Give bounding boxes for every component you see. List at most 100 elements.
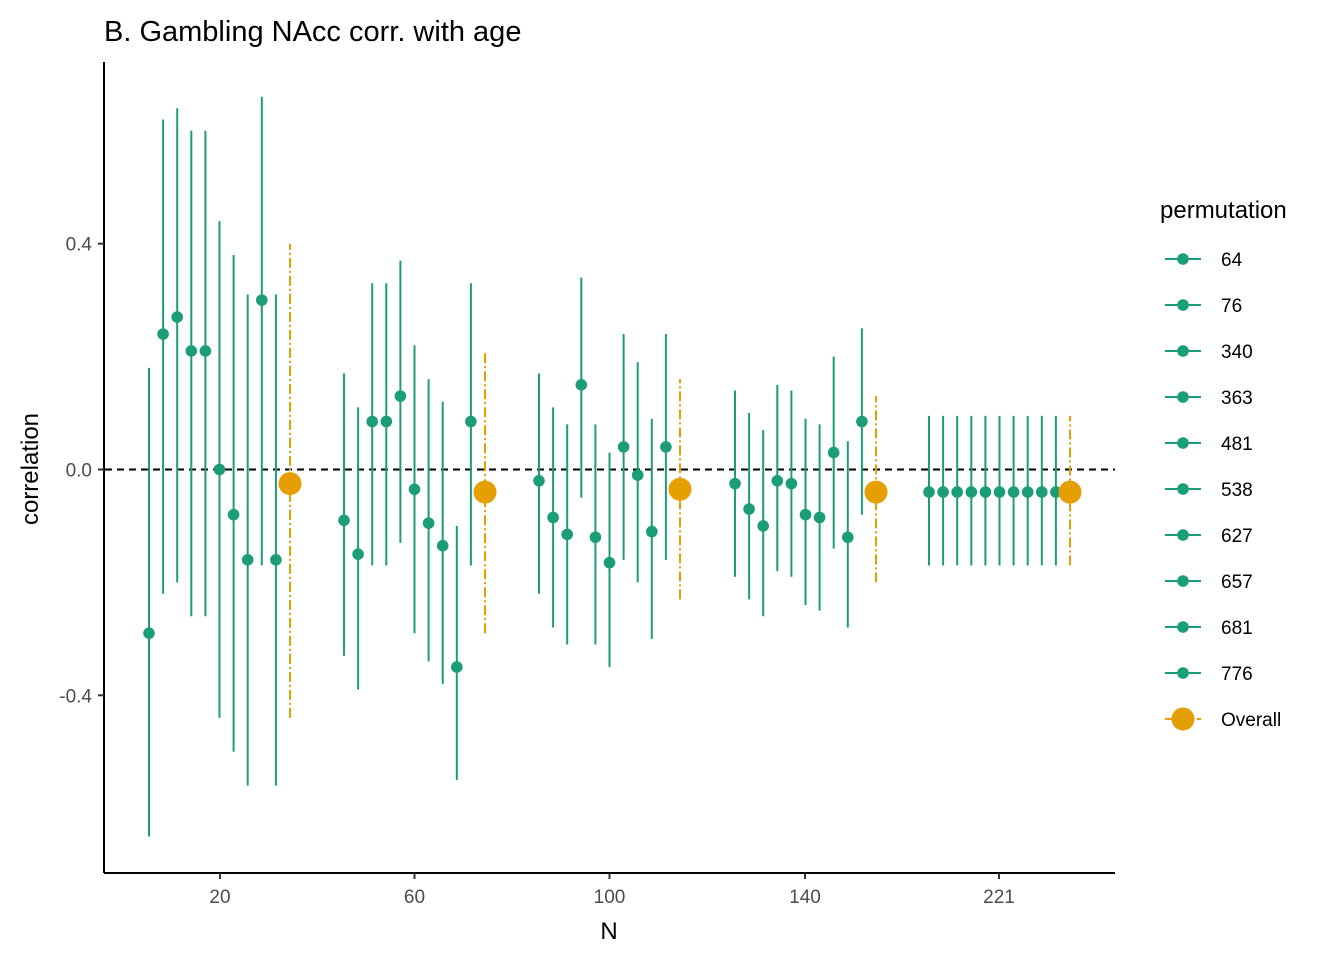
overall-point (278, 472, 302, 496)
legend: 64 76 340 363 481 538 627 657 681 776 Overall (1165, 250, 1281, 731)
legend-item: 776 (1165, 664, 1253, 685)
legend-item: Overall (1165, 707, 1281, 731)
legend-item: 681 (1165, 618, 1253, 639)
data-point (561, 528, 573, 541)
legend-key-marker (1177, 345, 1189, 357)
overall-point (1058, 480, 1082, 504)
axes: -0.4 0.0 0.4 20 60 100 140 221 (59, 62, 1115, 908)
data-point (743, 503, 755, 515)
data-point (241, 554, 254, 566)
data-point (827, 446, 840, 459)
legend-key-marker (1177, 575, 1189, 587)
data-point (451, 661, 463, 673)
overall-point (668, 477, 692, 501)
data-point (603, 556, 616, 569)
group-n-20 (143, 96, 302, 837)
data-point (422, 517, 435, 529)
data-point (380, 415, 393, 428)
data-point (171, 311, 183, 323)
overall-point (473, 480, 497, 504)
data-point (799, 508, 812, 521)
data-point (338, 514, 350, 527)
legend-label: 76 (1221, 296, 1242, 317)
legend-item: 64 (1165, 250, 1243, 271)
data-point (436, 539, 449, 552)
legend-label: 627 (1221, 526, 1253, 547)
data-point (213, 463, 226, 476)
data-point (143, 627, 155, 640)
legend-key-marker (1177, 667, 1189, 679)
x-tick-label: 100 (594, 887, 626, 908)
legend-label: 657 (1221, 572, 1253, 593)
y-axis-title: correlation (17, 413, 44, 525)
data-point (408, 483, 421, 496)
chart-title: B. Gambling NAcc corr. with age (104, 16, 521, 48)
group-n-140 (729, 328, 888, 628)
legend-key-marker (1177, 437, 1189, 449)
data-point (199, 345, 212, 357)
legend-item: 538 (1165, 480, 1253, 501)
data-point (465, 415, 477, 428)
data-point (533, 474, 545, 487)
group-n-60 (338, 260, 497, 780)
overall-point (864, 480, 888, 504)
data-point (1036, 486, 1048, 498)
data-point (157, 328, 169, 340)
data-point (951, 486, 963, 498)
legend-key-marker (1177, 529, 1189, 541)
data-point (366, 415, 379, 428)
data-point (547, 511, 559, 524)
y-tick-label: 0.0 (66, 461, 92, 482)
legend-item: 627 (1165, 526, 1253, 547)
data-point (842, 531, 854, 544)
data-point (1007, 486, 1020, 498)
legend-item: 363 (1165, 388, 1253, 409)
data-point (1050, 486, 1062, 498)
data-point (227, 508, 240, 521)
data-point (729, 477, 741, 490)
group-n-221 (923, 415, 1082, 566)
data-point (937, 486, 949, 498)
legend-key-marker (1177, 483, 1189, 495)
legend-key-marker (1177, 621, 1189, 633)
legend-label: Overall (1221, 710, 1281, 731)
data-point (617, 441, 630, 453)
x-tick-label: 140 (789, 887, 821, 908)
data-point (813, 511, 826, 524)
data-point (589, 531, 602, 544)
data-point (757, 520, 769, 532)
legend-item: 76 (1165, 296, 1242, 317)
data-point (1021, 486, 1034, 498)
plot-area (105, 96, 1115, 837)
legend-label: 363 (1221, 388, 1253, 409)
group-n-100 (533, 277, 692, 668)
data-point (255, 294, 268, 306)
data-point (352, 548, 364, 560)
data-point (270, 554, 282, 566)
legend-key-marker (1177, 391, 1189, 403)
data-point (394, 390, 407, 402)
legend-title: permutation (1160, 197, 1287, 224)
data-point (965, 486, 978, 498)
data-point (785, 477, 798, 490)
legend-label: 681 (1221, 618, 1253, 639)
data-point (979, 486, 992, 498)
y-tick-label: -0.4 (59, 686, 92, 707)
legend-key-marker (1177, 253, 1189, 265)
legend-label: 481 (1221, 434, 1253, 455)
x-axis-title: N (600, 918, 617, 945)
data-point (660, 441, 672, 453)
data-point (646, 525, 658, 538)
x-tick-label: 221 (983, 887, 1015, 908)
legend-item: 481 (1165, 434, 1253, 455)
x-tick-label: 20 (209, 887, 230, 908)
data-point (993, 486, 1006, 498)
legend-item: 340 (1165, 342, 1253, 363)
legend-label: 64 (1221, 250, 1243, 271)
data-point (575, 379, 588, 391)
data-point (631, 469, 644, 481)
legend-label: 538 (1221, 480, 1253, 501)
data-point (771, 474, 784, 487)
legend-label: 776 (1221, 664, 1253, 685)
